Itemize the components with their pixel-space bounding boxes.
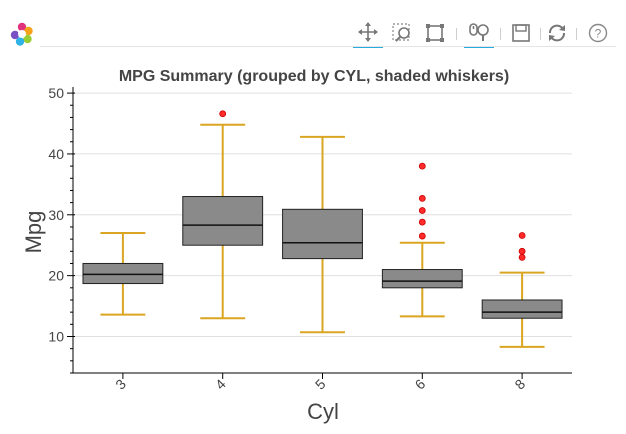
y-tick-label: 40: [48, 146, 64, 162]
wheel-zoom-icon[interactable]: [464, 18, 494, 48]
box-iqr: [282, 208, 363, 260]
box-group-5: [282, 135, 363, 334]
pan-tool-icon[interactable]: [353, 18, 383, 48]
outlier-point: [219, 110, 227, 118]
box-group-6: [381, 162, 463, 318]
outlier-point: [418, 207, 426, 214]
box-group-8: [481, 232, 563, 348]
save-icon[interactable]: [506, 18, 536, 48]
help-icon[interactable]: ?: [583, 18, 613, 48]
reset-icon[interactable]: [542, 18, 572, 48]
box-zoom-icon[interactable]: [387, 18, 417, 48]
bokeh-logo-icon[interactable]: [10, 22, 34, 46]
plot-toolbar: ?: [0, 0, 626, 48]
y-axis-label: Mpg: [21, 211, 46, 254]
box-group-3: [82, 232, 164, 316]
outlier-point: [418, 194, 426, 202]
box-select-icon[interactable]: [420, 18, 450, 48]
box-group-4: [182, 110, 264, 320]
x-tick-label: 4: [212, 376, 229, 393]
y-tick-label: 20: [48, 268, 64, 284]
box-iqr: [481, 299, 563, 319]
svg-text:?: ?: [595, 27, 602, 41]
x-tick-label: 5: [312, 376, 329, 393]
outlier-point: [518, 253, 526, 261]
x-axis-label: Cyl: [307, 399, 339, 424]
outlier-point: [518, 232, 526, 239]
outlier-point: [418, 232, 426, 240]
box-iqr: [82, 262, 164, 285]
boxes: [82, 110, 563, 348]
y-tick-label: 10: [48, 328, 64, 344]
x-tick-label: 8: [511, 376, 528, 393]
box-iqr: [381, 269, 463, 289]
y-tick-label: 50: [48, 85, 64, 101]
outlier-point: [418, 162, 426, 170]
x-tick-label: 6: [412, 376, 429, 393]
y-tick-label: 30: [48, 207, 64, 223]
x-tick-label: 3: [112, 376, 129, 393]
outlier-point: [518, 247, 526, 255]
chart-title: MPG Summary (grouped by CYL, shaded whis…: [119, 68, 509, 85]
box-iqr: [182, 196, 264, 246]
outlier-point: [418, 218, 426, 226]
